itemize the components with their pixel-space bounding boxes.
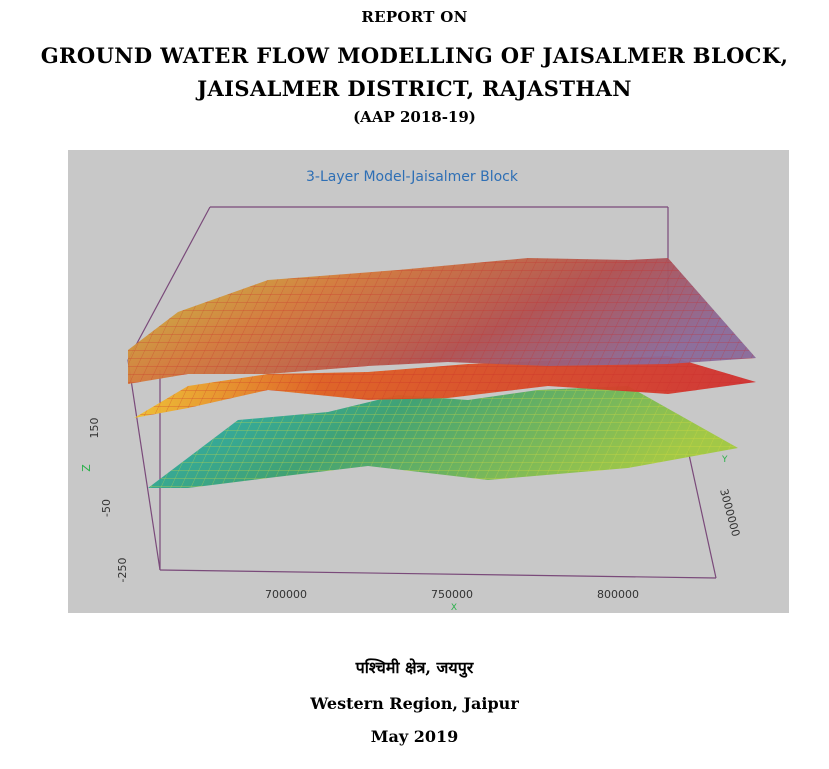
- report-title-line-2: JAISALMER DISTRICT, RAJASTHAN: [197, 76, 632, 101]
- x-tick: 700000: [265, 588, 307, 601]
- region-english: Western Region, Jaipur: [310, 694, 519, 713]
- x-tick: 750000: [431, 588, 473, 601]
- z-axis-label: Z: [80, 464, 93, 472]
- z-tick: -250: [116, 558, 129, 583]
- report-date: May 2019: [370, 727, 459, 746]
- y-tick: 3000000: [717, 487, 742, 538]
- z-tick: 150: [88, 418, 101, 439]
- report-on-label: REPORT ON: [361, 8, 468, 26]
- model-3d-plot: 3-Layer Model-Jaisalmer Block 150 -50 -2…: [80, 169, 756, 613]
- annual-action-plan-label: (AAP 2018-19): [353, 108, 476, 126]
- model-figure: 3-Layer Model-Jaisalmer Block 150 -50 -2…: [68, 150, 789, 613]
- y-axis-label: Y: [721, 455, 728, 465]
- x-tick: 800000: [597, 588, 639, 601]
- figure-title: 3-Layer Model-Jaisalmer Block: [306, 169, 519, 185]
- report-title-line-1: GROUND WATER FLOW MODELLING OF JAISALMER…: [40, 43, 789, 68]
- x-axis-label: X: [451, 603, 457, 613]
- region-hindi: पश्चिमी क्षेत्र, जयपुर: [355, 658, 474, 677]
- z-tick: -50: [100, 499, 113, 517]
